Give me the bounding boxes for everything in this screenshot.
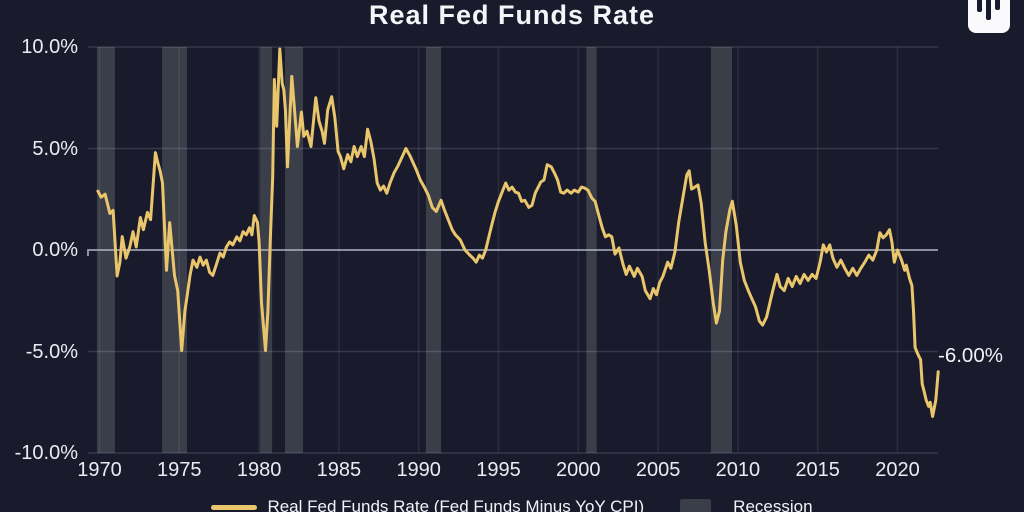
legend: Real Fed Funds Rate (Fed Funds Minus YoY… [0, 492, 1024, 512]
x-tick-label: 1975 [157, 459, 202, 481]
last-value-label: -6.00% [938, 344, 1003, 367]
series-line [96, 47, 940, 418]
series-line-swatch [211, 504, 258, 510]
y-tick-label: -5.0% [25, 340, 78, 363]
x-tick-label: 2005 [635, 459, 681, 481]
y-tick-label: 0.0% [32, 239, 78, 261]
logo-bar [977, 0, 982, 12]
legend-recession-label: Recession [733, 497, 813, 512]
zero-line [87, 249, 938, 256]
horizontal-gridlines [88, 46, 938, 454]
y-tick-label: 10.0% [21, 36, 78, 58]
y-tick-label: 5.0% [32, 137, 78, 160]
logo-bar [986, 0, 991, 20]
x-tick-label: 2000 [556, 459, 601, 481]
logo-bar [995, 0, 1000, 10]
x-tick-label: 1970 [77, 459, 122, 481]
x-tick-label: 1995 [476, 459, 521, 481]
legend-item-series: Real Fed Funds Rate (Fed Funds Minus YoY… [211, 497, 644, 512]
chart-title: Real Fed Funds Rate [368, 0, 656, 30]
x-tick-label: 1990 [396, 459, 441, 481]
recession-swatch [680, 499, 712, 512]
x-tick-label: 2020 [875, 459, 920, 481]
x-tick-label: 2010 [715, 459, 761, 481]
x-tick-label: 1985 [316, 459, 362, 481]
legend-item-recession: Recession [680, 497, 813, 512]
legend-series-label: Real Fed Funds Rate (Fed Funds Minus YoY… [267, 497, 645, 512]
x-tick-label: 2015 [795, 459, 840, 481]
y-tick-label: -10.0% [14, 442, 78, 464]
bar-waveform-logo-icon [968, 0, 1010, 33]
x-tick-label: 1980 [236, 459, 282, 481]
